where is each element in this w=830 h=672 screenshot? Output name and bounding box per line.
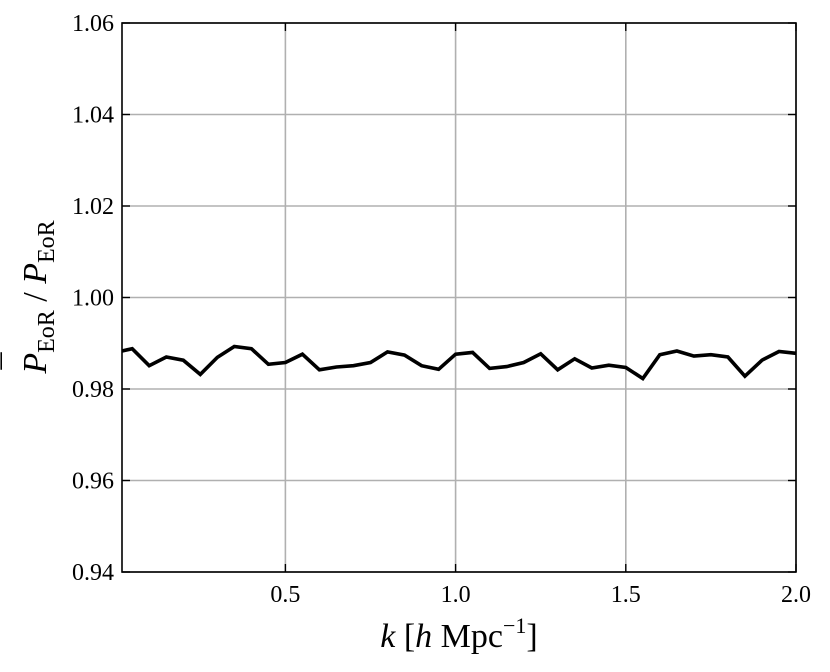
y-axis-numerator: P [17, 353, 54, 375]
x-axis-exponent: −1 [503, 613, 526, 638]
x-tick-label: 0.5 [270, 582, 300, 608]
grid-lines [122, 22, 797, 573]
y-tick-labels: 0.94 0.96 0.98 1.00 1.02 1.04 1.06 [72, 11, 114, 586]
plot-frame [121, 22, 797, 573]
y-tick-label: 0.96 [72, 469, 114, 495]
y-axis-bar-accent: ¯ [0, 352, 34, 371]
y-axis-denominator-sub: EoR [34, 220, 60, 263]
x-tick-label: 1.5 [611, 582, 641, 608]
x-tick-label: 2.0 [781, 582, 811, 608]
y-tick-label: 0.94 [72, 560, 114, 586]
x-axis-label: k [h Mpc−1] [380, 613, 538, 655]
x-tick-label: 1.0 [441, 582, 471, 608]
series-layer [121, 344, 797, 381]
x-axis-var: k [380, 618, 396, 655]
y-axis-separator: / [17, 284, 54, 310]
y-axis-label: PEoR / PEoR [17, 220, 60, 374]
x-axis-h: h [415, 618, 432, 655]
y-axis-denominator: P [17, 263, 54, 285]
x-axis-unit: Mpc [432, 618, 503, 655]
y-tick-label: 1.04 [72, 103, 114, 129]
y-tick-label: 1.06 [72, 11, 114, 37]
x-axis-close: ] [526, 618, 537, 655]
y-tick-label: 1.00 [72, 286, 114, 312]
series-line [121, 344, 797, 381]
x-axis-open: [ [395, 618, 415, 655]
x-tick-labels: 0.5 1.0 1.5 2.0 [270, 582, 811, 608]
y-tick-label: 1.02 [72, 194, 114, 220]
y-axis-numerator-sub: EoR [34, 310, 60, 353]
y-tick-label: 0.98 [72, 377, 114, 403]
